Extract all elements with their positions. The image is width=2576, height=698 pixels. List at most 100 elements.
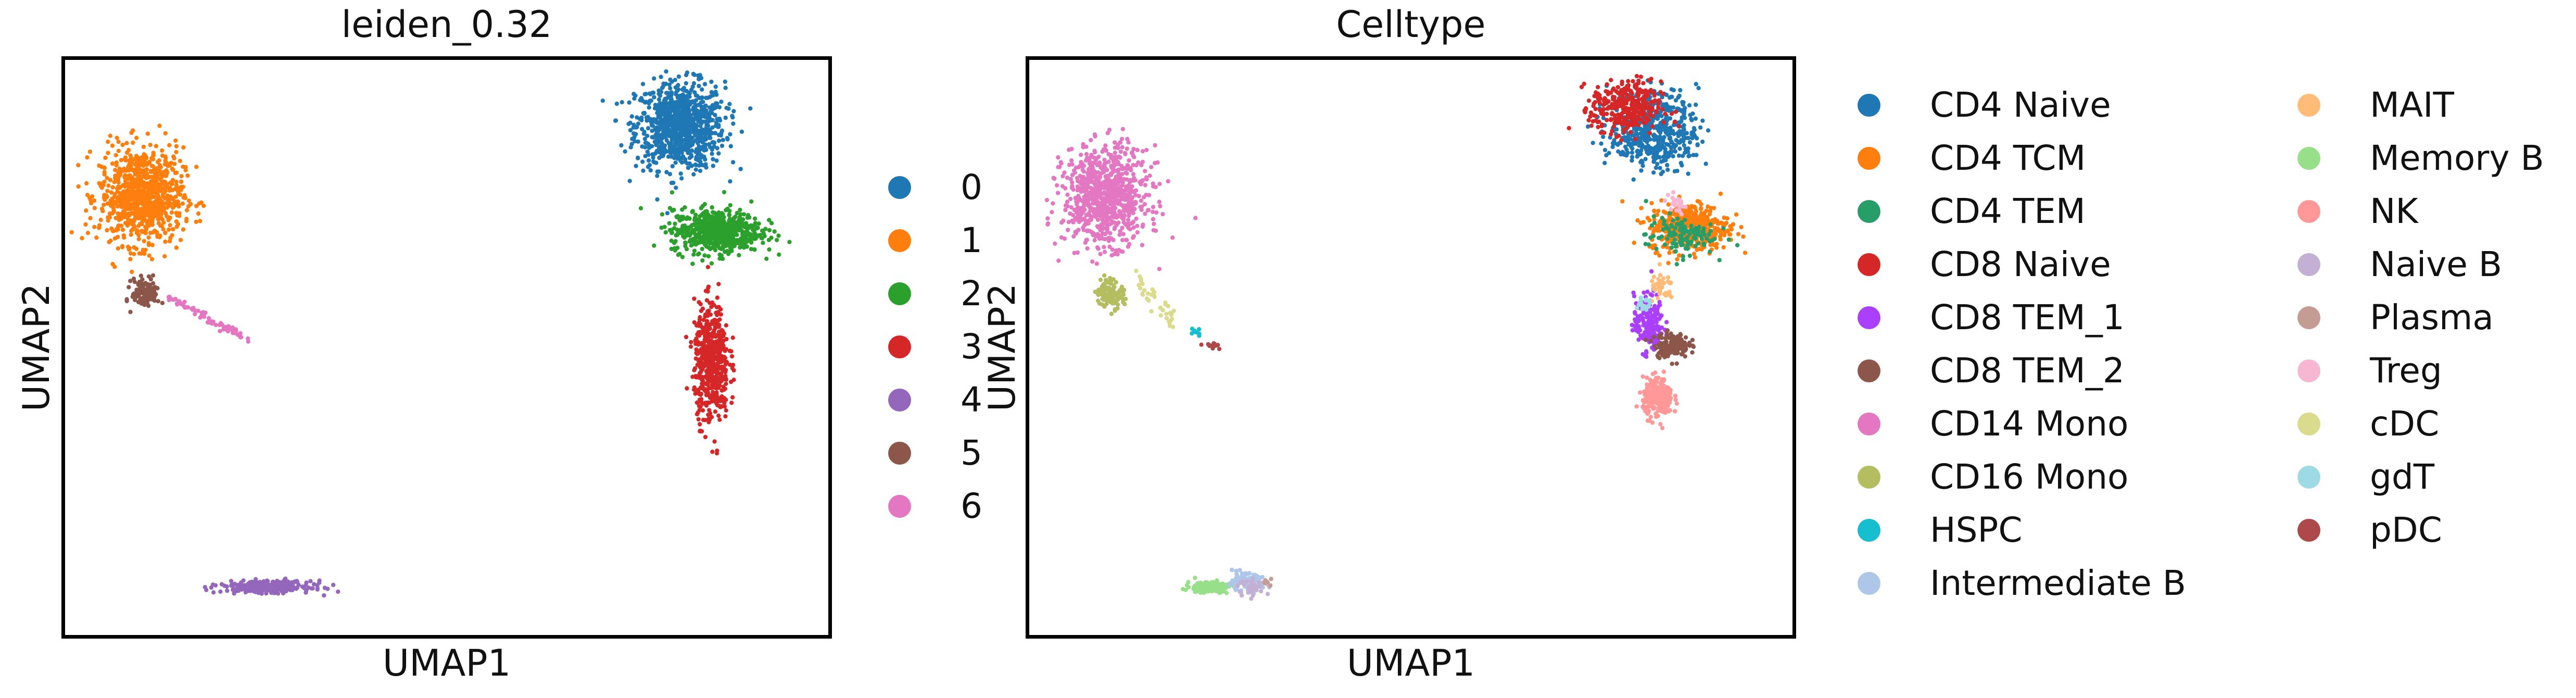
point <box>211 319 216 324</box>
point <box>131 276 136 281</box>
point <box>173 138 178 143</box>
point <box>719 388 724 393</box>
point <box>1666 260 1671 266</box>
point <box>1657 127 1662 132</box>
point <box>1739 225 1744 230</box>
point <box>670 164 675 169</box>
point <box>671 115 676 120</box>
point <box>1669 139 1674 144</box>
point <box>721 333 726 339</box>
point <box>1620 149 1625 154</box>
point <box>292 585 297 590</box>
point <box>174 149 179 155</box>
point <box>758 232 763 238</box>
point <box>1628 96 1633 101</box>
panel1-title: leiden_0.32 <box>341 3 552 46</box>
point <box>130 187 135 192</box>
point <box>714 393 719 397</box>
point <box>709 305 714 309</box>
point <box>701 354 706 358</box>
point <box>730 366 735 370</box>
point <box>702 230 708 234</box>
point <box>717 256 722 261</box>
point <box>674 92 678 97</box>
point <box>687 94 692 99</box>
point <box>704 108 709 113</box>
point <box>138 273 144 278</box>
point <box>1631 177 1636 182</box>
point <box>203 585 207 590</box>
point <box>1736 232 1741 236</box>
legend-label: 4 <box>961 380 982 420</box>
legend-label: 6 <box>961 486 982 526</box>
point <box>1680 242 1685 247</box>
point <box>717 252 722 257</box>
point <box>1665 167 1670 172</box>
point <box>1620 115 1624 119</box>
point <box>1698 125 1703 130</box>
point <box>1590 141 1595 145</box>
point <box>159 205 164 210</box>
point <box>1652 93 1657 98</box>
point <box>103 155 108 160</box>
point <box>652 243 656 248</box>
point <box>752 223 756 228</box>
point <box>697 404 702 408</box>
point <box>155 166 160 171</box>
point <box>136 223 141 228</box>
point <box>704 209 709 214</box>
point <box>642 100 648 105</box>
point <box>703 330 708 334</box>
point <box>715 370 721 376</box>
point <box>149 287 154 292</box>
point <box>684 81 689 86</box>
point <box>1644 115 1649 120</box>
point <box>712 236 716 241</box>
point <box>1652 152 1657 156</box>
point <box>1658 223 1663 229</box>
point <box>160 186 165 191</box>
point <box>145 207 149 212</box>
point <box>1638 117 1643 122</box>
point <box>1611 86 1616 91</box>
point <box>731 109 736 114</box>
point <box>704 298 710 303</box>
point <box>1707 232 1711 237</box>
point <box>646 152 651 157</box>
point <box>651 155 655 160</box>
point <box>1634 130 1638 135</box>
point <box>1712 236 1717 241</box>
point <box>777 252 781 257</box>
point <box>106 140 110 144</box>
point <box>1721 226 1726 231</box>
point <box>97 163 102 168</box>
point <box>1640 164 1645 168</box>
point <box>1694 102 1698 107</box>
point <box>656 169 661 174</box>
point <box>147 202 152 207</box>
point <box>686 148 691 153</box>
point <box>1671 218 1675 223</box>
point <box>1597 119 1601 124</box>
point <box>88 198 93 203</box>
point <box>709 369 713 374</box>
point <box>224 584 229 589</box>
point <box>129 229 134 233</box>
point <box>710 205 714 210</box>
point <box>129 220 134 226</box>
point <box>727 212 732 217</box>
point <box>160 148 165 153</box>
point <box>1656 208 1661 213</box>
point <box>1599 141 1603 146</box>
point <box>1601 134 1606 139</box>
point <box>169 210 174 215</box>
point <box>680 226 685 230</box>
point <box>106 151 110 155</box>
point <box>675 156 680 161</box>
point <box>646 115 650 119</box>
point <box>666 154 671 159</box>
point <box>673 248 678 253</box>
point <box>673 221 677 226</box>
point <box>1637 87 1642 92</box>
point <box>163 154 168 159</box>
